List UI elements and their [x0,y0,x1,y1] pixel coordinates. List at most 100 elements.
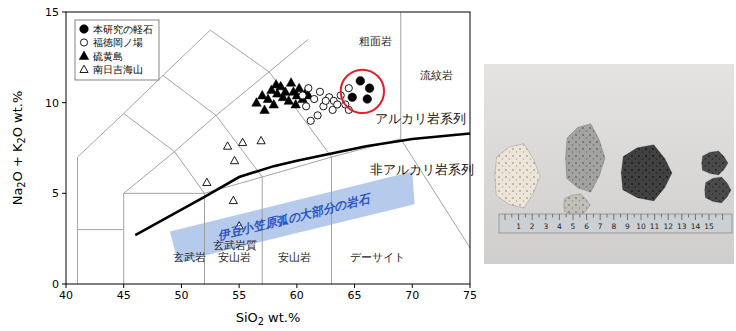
stone [705,177,731,203]
ruler-tick [607,214,608,218]
point [356,77,365,86]
band [170,172,415,263]
point [329,106,336,113]
text-part: Na [10,188,25,206]
ruler-label: 7 [598,222,603,231]
ruler-tick [539,214,540,218]
ruler-tick [661,214,662,218]
stone [564,194,590,216]
field-boundary [210,30,269,72]
field-boundary [216,115,262,177]
ruler-tick [532,214,533,220]
point [311,95,318,102]
point [302,103,309,110]
legend-label: 福徳岡ノ場 [93,37,143,48]
ruler-tick [675,214,676,218]
ruler-tick [586,214,587,220]
point [294,83,304,92]
point [260,105,270,114]
y-tick-label: 0 [52,278,59,291]
ruler-tick [552,214,553,218]
x-tick-label: 45 [117,289,131,302]
legend-label: 硫黄島 [93,51,123,62]
point [348,93,357,102]
ruler-label: 15 [704,222,714,231]
ruler-tick [573,214,574,220]
ruler-tick [505,214,506,220]
field-label: デーサイト [350,251,405,264]
point [257,136,265,143]
point [80,25,89,34]
text-part: O + K [10,143,25,181]
x-tick [296,284,297,288]
stone [702,151,728,175]
legend-label: 本研究の軽石 [93,24,153,35]
ruler-tick [668,214,669,220]
legend-box [75,20,159,80]
point [284,96,294,105]
point [305,85,312,92]
ruler-tick [654,214,655,220]
x-tick [470,284,471,288]
ruler-tick [688,214,689,218]
text-part: wt.% [264,310,300,325]
point [224,142,232,149]
ruler-label: 14 [691,222,701,231]
field-label: 玄武岩質安山岩 [213,239,257,264]
ruler-label: 2 [530,222,535,231]
field-label: 玄武岩 [173,251,206,264]
ruler [499,214,732,233]
ruler-tick [681,214,682,220]
legend-label: 南日吉海山 [93,64,143,75]
figure: 4045505560657075051015SiO2 wt.%Na2O + K2… [0,0,736,331]
point [365,84,374,93]
point [286,78,296,87]
field-label-line: 流紋岩 [420,69,453,82]
ruler-tick [647,214,648,218]
ruler-tick [600,214,601,220]
ruler-tick [579,214,580,218]
ruler-tick [627,214,628,220]
ruler-tick [525,214,526,218]
ruler-tick [545,214,546,220]
y-tick-label: 15 [45,6,59,19]
y-tick [62,193,66,194]
ruler-tick [709,214,710,220]
ruler-tick [634,214,635,218]
ruler-tick [518,214,519,220]
point [257,90,267,99]
field-label: 流紋岩 [420,69,453,82]
x-tick-label: 60 [290,289,304,302]
point [363,95,372,104]
x-tick-label: 70 [405,289,419,302]
ruler-tick [641,214,642,220]
point [271,80,281,89]
point [79,51,89,60]
series-label: 非アルカリ岩系列 [370,162,474,177]
ruler-label: 4 [557,222,562,231]
ruler-tick [722,214,723,220]
ruler-label: 9 [625,222,630,231]
x-tick [123,284,124,288]
x-tick-label: 65 [348,289,362,302]
ruler-label: 8 [611,222,616,231]
x-tick-label: 55 [232,289,246,302]
stone [566,124,606,192]
y-tick-label: 10 [45,97,59,110]
field-boundary [78,229,124,230]
field-label: 安山岩 [278,251,311,264]
point [80,65,88,72]
series-label: アルカリ岩系列 [375,111,466,126]
point [316,88,323,95]
field-boundary [204,193,205,284]
photo: 123456789101112131415 [484,64,734,264]
field-boundary [401,139,470,284]
ruler-label: 5 [571,222,576,231]
ruler-tick [511,214,512,218]
x-tick [239,284,240,288]
ruler-tick [695,214,696,220]
point [239,138,247,145]
field-label-line: デーサイト [350,251,405,264]
band-label: 伊豆小笠原弧の大部分の岩石 [216,191,374,243]
point [263,94,273,103]
